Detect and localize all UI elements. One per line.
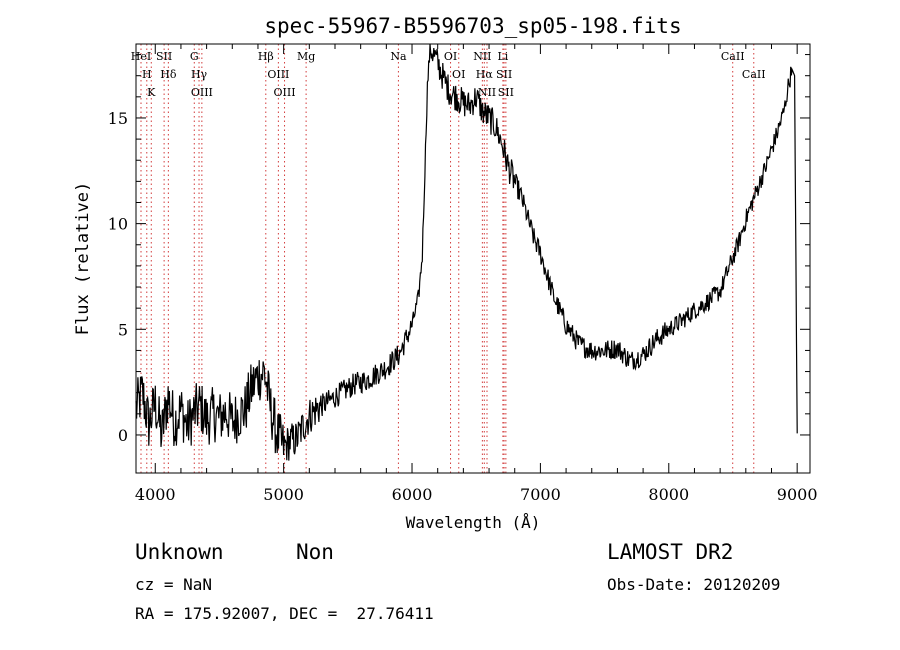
y-tick-label: 10 (108, 215, 128, 234)
y-axis-ticks: 0 5 10 15 (108, 54, 810, 445)
line-label: NII (473, 50, 491, 63)
line-label: OIII (267, 68, 289, 81)
plot-frame (135, 43, 811, 474)
y-axis-label: Flux (relative) (73, 182, 93, 336)
y-tick-label: 15 (108, 109, 128, 128)
line-label: Hδ (160, 68, 177, 81)
spectral-line-labels: HeI HK SII Hδ G Hγ OIII Hβ OIII OIII Mg Na OI OI NII Hα… (131, 50, 766, 99)
line-label: Hα (476, 68, 494, 81)
cz-text: cz = NaN (135, 575, 213, 594)
line-label: Mg (297, 50, 315, 63)
line-label: CaII (742, 68, 766, 81)
spectrum-series-line (135, 43, 798, 461)
line-label: OI (444, 50, 457, 63)
line-label: CaII (721, 50, 745, 63)
x-tick-label: 9000 (777, 485, 818, 504)
x-axis-label: Wavelength (Å) (406, 513, 541, 532)
class-label: Unknown (135, 540, 224, 564)
x-tick-label: 8000 (648, 485, 689, 504)
line-label: SII (498, 86, 514, 99)
line-label: OIII (191, 86, 213, 99)
x-tick-label: 6000 (392, 485, 433, 504)
line-label: OIII (274, 86, 296, 99)
y-tick-label: 5 (118, 320, 128, 339)
subclass-label: Non (296, 540, 334, 564)
x-tick-label: 4000 (135, 485, 176, 504)
line-label: HeI (131, 50, 151, 63)
line-label: H (142, 68, 152, 81)
y-tick-label: 0 (118, 426, 128, 445)
line-label: G (190, 50, 199, 63)
x-tick-label: 5000 (263, 485, 304, 504)
line-label: Hβ (258, 50, 274, 63)
line-label: OI (452, 68, 465, 81)
x-tick-label: 7000 (520, 485, 561, 504)
chart-title: spec-55967-B5596703_sp05-198.fits (264, 14, 681, 38)
line-label: K (147, 86, 156, 99)
radec-text: RA = 175.92007, DEC = 27.76411 (135, 604, 434, 623)
line-label: SII (496, 68, 512, 81)
line-label: Na (390, 50, 407, 63)
x-axis-ticks: 4000 5000 6000 7000 8000 9000 (135, 44, 818, 504)
line-label: Hγ (191, 68, 208, 81)
survey-label: LAMOST DR2 (607, 540, 734, 564)
obs-date: Obs-Date: 20120209 (607, 575, 781, 594)
line-label: SII (156, 50, 172, 63)
line-label: Li (497, 50, 508, 63)
line-label: NII (478, 86, 496, 99)
